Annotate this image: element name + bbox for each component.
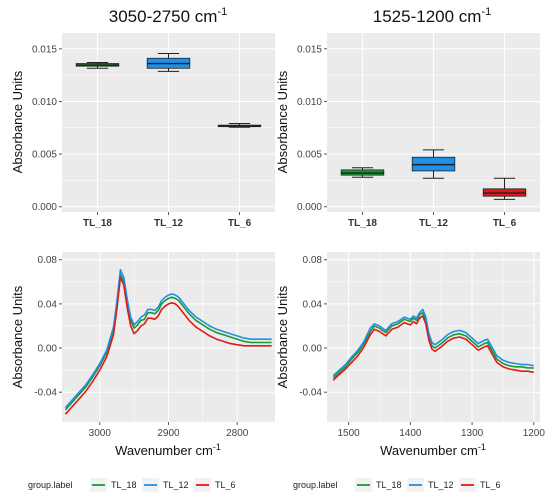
ytick-label: 0.015 xyxy=(297,44,322,55)
legend-label: TL_6 xyxy=(480,480,501,490)
ytick-label: -0.04 xyxy=(299,388,322,399)
category-label: TL_12 xyxy=(419,218,448,229)
series-line-TL_6 xyxy=(64,276,272,415)
category-label: TL_6 xyxy=(493,218,517,229)
category-label: TL_12 xyxy=(154,218,183,229)
legend-title: group.label xyxy=(28,480,73,490)
series-line-TL_12 xyxy=(64,268,272,409)
legend-label: TL_12 xyxy=(163,480,189,490)
panel4-background xyxy=(327,252,540,422)
legend-label: TL_12 xyxy=(428,480,454,490)
xtick-label: 1200 xyxy=(523,428,546,439)
xtick-label: 3000 xyxy=(89,428,112,439)
ytick-label: 0.010 xyxy=(297,97,322,108)
category-label: TL_18 xyxy=(348,218,377,229)
legend-label: TL_18 xyxy=(376,480,402,490)
legend-left: group.label TL_18 TL_12 TL_6 xyxy=(28,478,236,492)
legend-title: group.label xyxy=(293,480,338,490)
xtick-label: 2800 xyxy=(226,428,249,439)
ytick-label: 0.015 xyxy=(32,44,57,55)
ytick-label: 0.000 xyxy=(32,202,57,213)
ytick-label: 0.000 xyxy=(297,202,322,213)
panel-box-1525-1200: 1525-1200 cm-1 0.000 0.005 0.010 0.015 TL_18… xyxy=(275,6,540,229)
ytick-label: 0.08 xyxy=(38,255,58,266)
legend-right: group.label TL_18 TL_12 TL_6 xyxy=(293,478,501,492)
legend-label: TL_18 xyxy=(111,480,137,490)
panel-box-3050-2750: 3050-2750 cm-1 0.000 0.005 0.010 0.015 TL_18… xyxy=(10,6,275,229)
panel-spectrum-fingerprint: -0.04 0.00 0.04 0.08 1500 1400 1300 1200 Absorb… xyxy=(275,252,545,458)
panel4-xlabel: Wavenumber cm-1 xyxy=(380,442,486,458)
panel1-title: 3050-2750 cm-1 xyxy=(109,6,227,26)
panel-spectrum-ch: -0.04 0.00 0.04 0.08 3000 2900 2800 Absorbance… xyxy=(10,252,275,458)
xtick-label: 1400 xyxy=(399,428,422,439)
ytick-label: 0.00 xyxy=(303,344,323,355)
panel2-title: 1525-1200 cm-1 xyxy=(373,6,491,26)
ytick-label: 0.005 xyxy=(32,150,57,161)
category-label: TL_18 xyxy=(83,218,112,229)
ytick-label: 0.04 xyxy=(303,299,323,310)
xtick-label: 2900 xyxy=(157,428,180,439)
xtick-label: 1300 xyxy=(461,428,484,439)
panel2-ylabel: Absorbance Units xyxy=(275,70,290,173)
xtick-label: 1500 xyxy=(337,428,360,439)
legend-label: TL_6 xyxy=(215,480,236,490)
ytick-label: 0.010 xyxy=(32,97,57,108)
series-line-TL_12 xyxy=(332,308,534,377)
ytick-label: 0.00 xyxy=(38,344,58,355)
panel3-ylabel: Absorbance Units xyxy=(10,285,25,388)
series-line-TL_6 xyxy=(332,315,534,381)
panel3-xlabel: Wavenumber cm-1 xyxy=(115,442,221,458)
panel4-ylabel: Absorbance Units xyxy=(275,285,290,388)
category-label: TL_6 xyxy=(228,218,252,229)
ytick-label: -0.04 xyxy=(34,388,57,399)
ytick-label: 0.04 xyxy=(38,299,58,310)
ytick-label: 0.005 xyxy=(297,150,322,161)
ytick-label: 0.08 xyxy=(303,255,323,266)
panel1-ylabel: Absorbance Units xyxy=(10,70,25,173)
series-line-TL_18 xyxy=(64,273,272,411)
